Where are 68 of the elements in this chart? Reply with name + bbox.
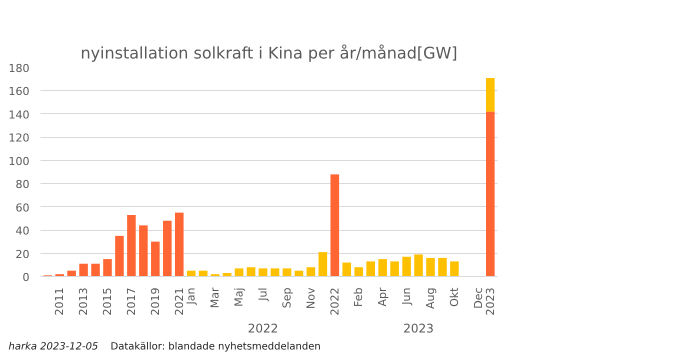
bar [79, 264, 88, 276]
x-tick-label: Okt [448, 286, 461, 307]
bar [378, 259, 387, 276]
bar [186, 270, 196, 276]
bar [115, 236, 124, 276]
text: 2022 [248, 322, 278, 336]
x-tick-label: Maj [232, 287, 246, 307]
bar [450, 261, 459, 276]
y-tick-label: 140 [8, 108, 30, 122]
chart-title: nyinstallation solkraft i Kina per år/månad[GW] [80, 44, 458, 62]
bar [486, 78, 495, 112]
bar [306, 267, 316, 276]
x-tick-label: Mar [208, 287, 222, 308]
x-tick-label: 2013 [77, 287, 90, 316]
y-tick-label: 0 [22, 271, 30, 284]
bar [258, 268, 268, 276]
bar [67, 270, 76, 276]
y-tick-label: 40 [16, 224, 30, 238]
bar [354, 267, 364, 276]
x-tick-label: 2015 [100, 287, 114, 316]
x-tick-label: Dec [472, 287, 485, 309]
bar [198, 270, 208, 276]
x-tick-label: 2023 [484, 287, 497, 316]
bar [390, 261, 399, 276]
x-tick-label: 2019 [148, 287, 162, 316]
x-tick-label: Nov [304, 287, 318, 309]
y-tick-label: 80 [16, 178, 30, 192]
x-tick-label: 2022 [328, 287, 342, 316]
x-tick-label: Sep [280, 287, 294, 308]
bar [426, 258, 435, 276]
x-tick-label: Apr [376, 287, 390, 307]
bar [270, 268, 280, 276]
bar [294, 270, 304, 276]
x-tick-label: Jan [184, 287, 198, 306]
x-tick-label: 2011 [53, 287, 66, 316]
text: 2023 [403, 322, 434, 336]
bar [330, 174, 340, 276]
y-tick-label: 60 [16, 201, 30, 214]
x-tick-label: 2021 [172, 287, 186, 316]
y-tick-label: 120 [8, 132, 30, 145]
x-tick-label: Jun [400, 287, 414, 306]
bar [438, 258, 447, 276]
bar [139, 225, 148, 276]
bar [127, 214, 136, 276]
bar [342, 262, 352, 276]
bar [234, 268, 244, 276]
y-tick-label: 100 [8, 154, 30, 168]
bar [414, 254, 423, 276]
bar [366, 261, 375, 276]
y-tick-label: 180 [8, 62, 30, 75]
x-tick-label: Feb [352, 287, 366, 307]
text: Datakällor: blandade nyhetsmeddelanden [110, 342, 321, 352]
bar [151, 242, 160, 276]
bar [486, 112, 495, 276]
bar [163, 220, 172, 276]
text: harka 2023-12-05 [8, 342, 98, 352]
x-tick-label: 2017 [124, 287, 138, 316]
bar [318, 252, 328, 276]
bar [402, 256, 411, 276]
bar [246, 267, 256, 276]
bar [174, 212, 184, 276]
bar [91, 264, 100, 276]
bar [282, 268, 292, 276]
y-tick-label: 160 [8, 85, 30, 98]
x-tick-label: Aug [424, 287, 438, 309]
y-tick-label: 20 [16, 248, 30, 261]
bar [103, 259, 112, 276]
x-tick-label: Jul [256, 287, 270, 302]
